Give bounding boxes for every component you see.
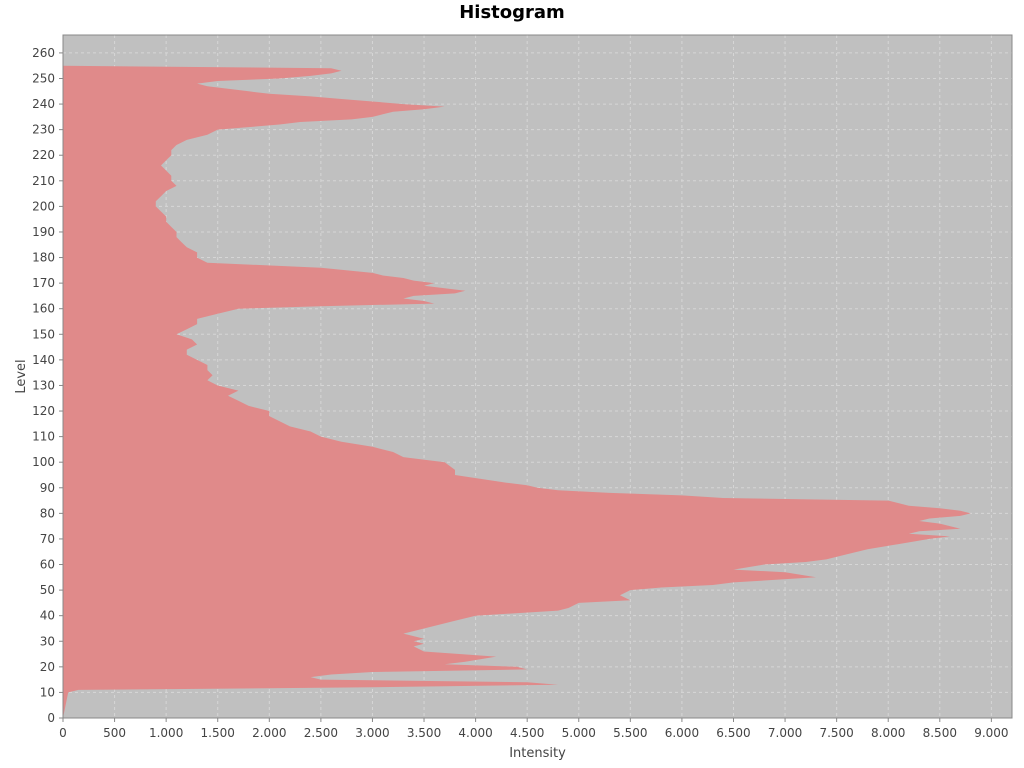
y-axis: 0 10 20 30 40 50 60 70 80 90 100 110 120 130 140 150 160… xyxy=(32,46,63,725)
y-tick-label: 90 xyxy=(40,481,55,495)
y-tick-label: 210 xyxy=(32,174,55,188)
y-tick-label: 150 xyxy=(32,327,55,341)
y-tick-label: 250 xyxy=(32,71,55,85)
x-tick-label: 8.500 xyxy=(923,726,957,740)
x-tick-label: 2.500 xyxy=(304,726,338,740)
y-tick-label: 200 xyxy=(32,199,55,213)
x-tick-label: 8.000 xyxy=(871,726,905,740)
x-tick-label: 7.500 xyxy=(819,726,853,740)
y-tick-label: 220 xyxy=(32,148,55,162)
y-tick-label: 0 xyxy=(47,711,55,725)
y-tick-label: 20 xyxy=(40,660,55,674)
x-tick-label: 2.000 xyxy=(252,726,286,740)
y-tick-label: 120 xyxy=(32,404,55,418)
y-tick-label: 230 xyxy=(32,123,55,137)
y-tick-label: 260 xyxy=(32,46,55,60)
x-tick-label: 1.500 xyxy=(201,726,235,740)
plot-border xyxy=(62,34,1013,719)
y-tick-label: 240 xyxy=(32,97,55,111)
y-tick-label: 110 xyxy=(32,430,55,444)
y-tick-label: 160 xyxy=(32,302,55,316)
x-tick-label: 1.000 xyxy=(149,726,183,740)
y-tick-label: 60 xyxy=(40,558,55,572)
x-tick-label: 6.500 xyxy=(716,726,750,740)
x-tick-label: 6.000 xyxy=(665,726,699,740)
histogram-area xyxy=(63,65,971,718)
chart-title: Histogram xyxy=(459,2,565,23)
x-tick-label: 7.000 xyxy=(768,726,802,740)
x-axis-label: Intensity xyxy=(509,746,566,761)
y-tick-label: 100 xyxy=(32,455,55,469)
x-tick-label: 9.000 xyxy=(974,726,1008,740)
x-axis: 0 500 1.000 1.500 2.000 2.500 3.000 3.500 4.000 4… xyxy=(59,718,1009,740)
y-tick-label: 140 xyxy=(32,353,55,367)
x-tick-label: 4.500 xyxy=(510,726,544,740)
y-tick-label: 30 xyxy=(40,634,55,648)
x-tick-label: 3.000 xyxy=(355,726,389,740)
y-tick-label: 10 xyxy=(40,685,55,699)
x-tick-label: 500 xyxy=(103,726,126,740)
y-tick-label: 40 xyxy=(40,609,55,623)
y-tick-label: 70 xyxy=(40,532,55,546)
x-tick-label: 5.000 xyxy=(562,726,596,740)
y-tick-label: 50 xyxy=(40,583,55,597)
y-tick-label: 130 xyxy=(32,378,55,392)
x-tick-label: 4.000 xyxy=(458,726,492,740)
x-tick-label: 0 xyxy=(59,726,67,740)
y-tick-label: 80 xyxy=(40,506,55,520)
x-tick-label: 5.500 xyxy=(613,726,647,740)
y-tick-label: 190 xyxy=(32,225,55,239)
x-tick-label: 3.500 xyxy=(407,726,441,740)
y-tick-label: 170 xyxy=(32,276,55,290)
y-axis-label: Level xyxy=(14,359,29,393)
y-tick-label: 180 xyxy=(32,251,55,265)
